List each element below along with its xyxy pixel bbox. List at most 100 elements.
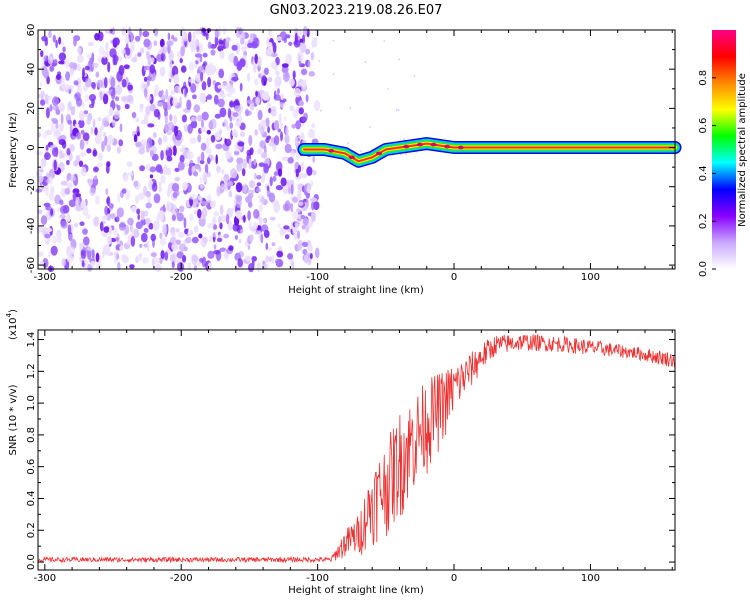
noise-speck [229,122,234,129]
noise-speck [83,110,89,115]
noise-speck [280,122,284,129]
noise-speck [79,221,85,226]
noise-speck [187,262,192,271]
noise-speck [271,255,275,264]
noise-speck [399,153,402,156]
noise-speck [188,78,195,83]
noise-speck [97,55,101,63]
noise-speck [311,201,316,211]
noise-speck [231,44,238,51]
noise-speck [193,171,199,177]
noise-speck [241,46,247,52]
noise-speck [292,109,299,119]
noise-speck [137,214,140,221]
noise-speck [218,129,223,135]
noise-speck [207,223,214,229]
noise-speck [383,40,386,42]
noise-speck [82,206,89,216]
noise-speck [60,41,64,46]
noise-speck [405,153,407,156]
noise-speck [160,52,166,62]
noise-speck [268,28,273,37]
noise-speck [74,123,80,128]
noise-speck [184,40,188,47]
noise-speck [105,41,109,51]
noise-speck [222,81,229,90]
noise-speck [268,107,272,114]
noise-speck [80,166,87,177]
noise-speck [79,139,85,150]
noise-speck [49,104,53,112]
noise-speck [403,138,406,141]
noise-speck [206,194,212,204]
noise-speck [224,138,227,144]
noise-speck [305,198,309,208]
x-tick-label: -100 [306,272,329,283]
noise-speck [332,73,335,75]
noise-speck [40,50,44,58]
y-tick-label: -40 [26,218,37,234]
noise-speck [47,95,51,100]
noise-speck [98,153,103,161]
noise-speck [179,148,185,153]
noise-speck [66,254,74,263]
noise-speck [44,38,48,47]
noise-speck [301,68,308,76]
noise-speck [52,34,56,43]
noise-speck [154,263,162,273]
noise-speck [290,202,294,213]
noise-speck [268,76,273,83]
noise-speck [202,52,208,58]
noise-speck [187,31,192,43]
noise-speck [174,167,180,172]
noise-speck [150,252,157,258]
noise-speck [254,53,259,64]
noise-speck [178,231,185,238]
noise-speck [102,50,107,59]
x-tick-label: -300 [33,272,56,283]
y-tick-label: 1.0 [26,395,37,411]
noise-speck [52,147,59,157]
noise-speck [145,164,151,171]
noise-speck [133,180,139,188]
noise-speck [186,149,193,161]
noise-speck [307,219,313,228]
noise-speck [298,107,304,115]
noise-speck [109,226,112,236]
noise-speck [121,188,127,194]
noise-speck [207,41,212,49]
noise-speck [184,161,189,167]
noise-speck [88,179,93,187]
noise-speck [283,116,287,122]
noise-speck [66,214,71,222]
noise-speck [169,253,176,264]
noise-speck [186,99,192,111]
noise-speck [266,47,273,55]
noise-speck [164,123,169,133]
noise-speck [210,49,216,56]
noise-speck [249,32,254,43]
noise-speck [294,136,299,147]
noise-speck [360,150,362,152]
noise-speck [121,78,127,88]
noise-speck [58,36,62,45]
noise-speck [253,209,260,219]
noise-speck [276,88,280,95]
noise-speck [258,230,261,240]
snr-x-axis-label: Height of straight line (km) [288,585,424,596]
noise-speck [237,141,245,147]
noise-speck [265,242,269,250]
noise-speck [266,103,272,108]
noise-speck [162,45,168,55]
noise-speck [313,100,321,112]
noise-speck [106,144,112,152]
noise-speck [302,248,308,255]
noise-speck [216,237,223,242]
noise-speck [168,78,172,83]
noise-speck [66,147,71,156]
noise-speck [201,81,207,91]
noise-speck [95,252,100,263]
ridge-peak [430,142,437,147]
noise-speck [66,174,70,182]
noise-speck [291,123,297,129]
